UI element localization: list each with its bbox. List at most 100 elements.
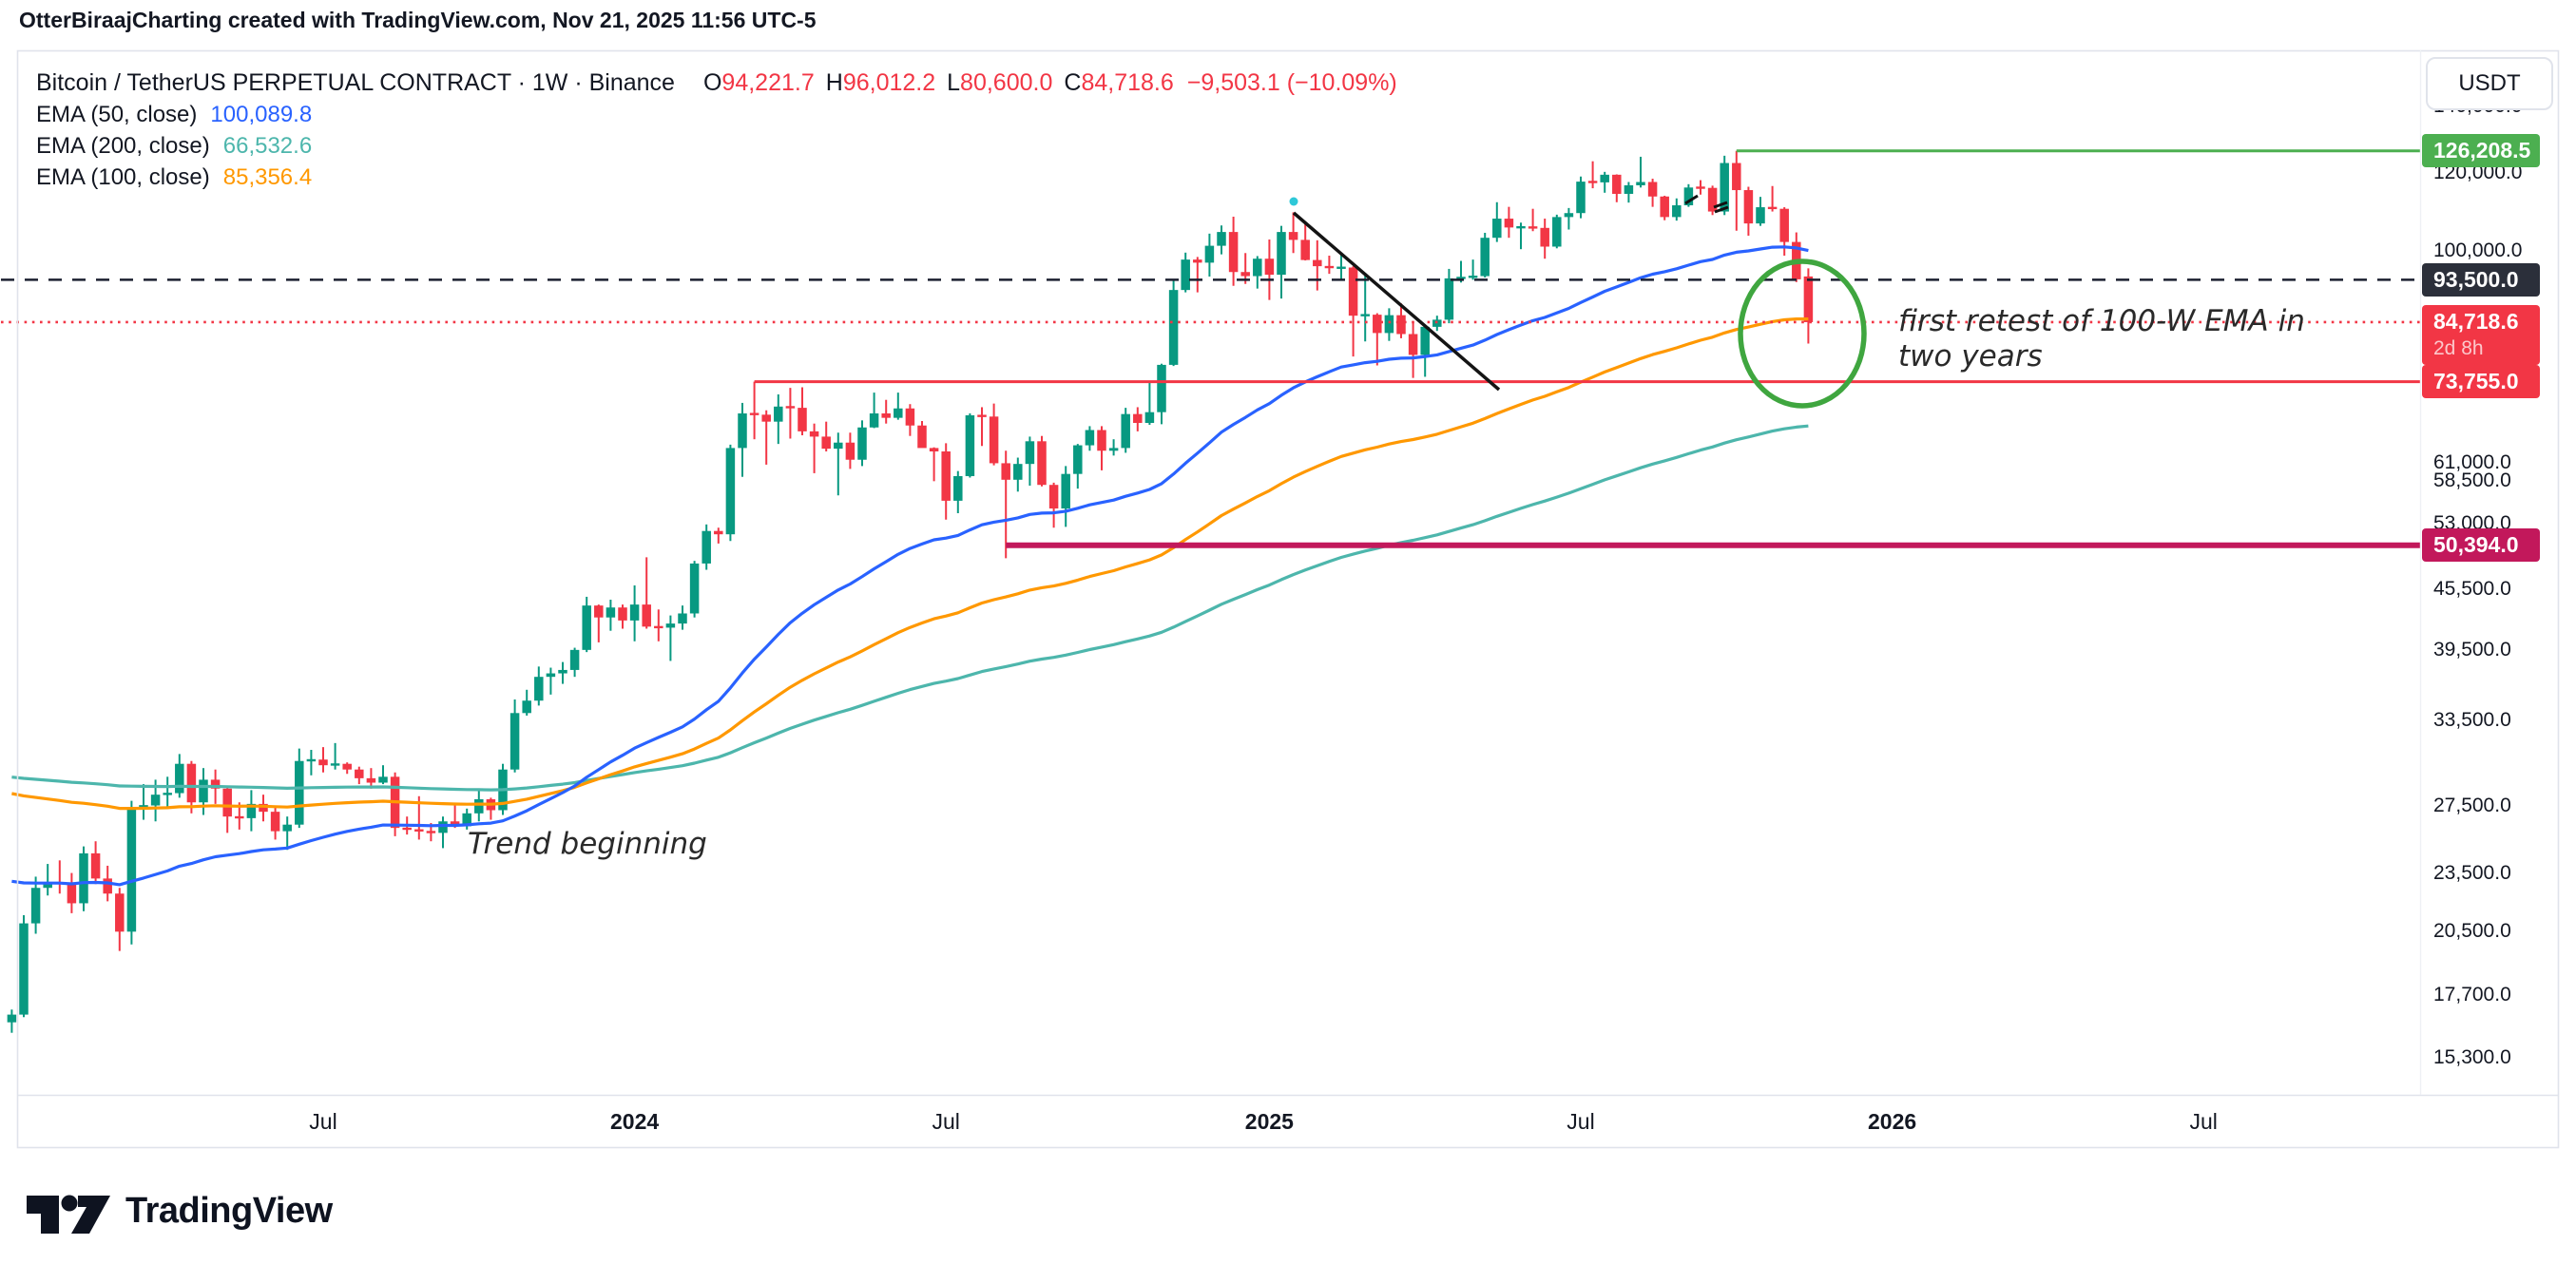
ema-retest-circle[interactable] — [1738, 259, 1867, 409]
candle-body — [1288, 232, 1298, 240]
candle-body — [1157, 364, 1166, 412]
candle-body — [1144, 412, 1155, 424]
candle-body — [438, 821, 448, 833]
candle-body — [1683, 187, 1694, 206]
price-tick: 45,500.0 — [2433, 577, 2511, 600]
candle-body — [1324, 265, 1335, 269]
open-label: O — [702, 69, 722, 96]
candle-body — [222, 788, 232, 817]
price-label-value: 73,755.0 — [2433, 369, 2519, 394]
scribble-mark — [1713, 201, 1728, 209]
candle-body — [126, 807, 137, 932]
tradingview-attribution[interactable]: TradingView — [25, 1184, 333, 1237]
candle-body — [1001, 463, 1010, 480]
candle-body — [1647, 182, 1658, 197]
candle-body — [1181, 259, 1190, 291]
candle-body — [1492, 219, 1502, 239]
ema100-value: 85,356.4 — [222, 164, 313, 190]
price-label-badge: 126,208.5 — [2422, 134, 2540, 168]
candle-body — [1013, 464, 1023, 480]
candle-body — [115, 893, 125, 932]
ema-50-line[interactable] — [11, 245, 1809, 887]
candle-body — [1564, 213, 1574, 218]
change-value: −9,503.1 (−10.09%) — [1186, 69, 1397, 96]
price-label-value: 126,208.5 — [2433, 138, 2531, 163]
candle-body — [749, 412, 759, 415]
scribble-mark — [1714, 205, 1729, 214]
candle-body — [618, 607, 627, 621]
candle-body — [1696, 186, 1705, 189]
candle-body — [1240, 272, 1250, 277]
candle-body — [1037, 441, 1047, 486]
plot-area[interactable] — [1, 149, 2420, 1033]
candle-body — [1396, 315, 1406, 335]
anchor-dot[interactable] — [1289, 197, 1298, 206]
indicator-row-ema50[interactable]: EMA (50, close) 100,089.8 — [36, 99, 1397, 130]
candle-body — [1085, 430, 1095, 446]
currency-toggle-button[interactable]: USDT — [2426, 57, 2553, 110]
candle-body — [1373, 315, 1382, 334]
ema-100-line[interactable] — [11, 317, 1809, 811]
indicator-row-ema100[interactable]: EMA (100, close) 85,356.4 — [36, 162, 1397, 193]
symbol-title[interactable]: Bitcoin / TetherUS PERPETUAL CONTRACT · … — [36, 69, 675, 96]
bar-countdown: 2d 8h — [2433, 336, 2484, 359]
ohlc-readout: O94,221.7 H96,012.2 L80,600.0 C84,718.6 −9,5… — [692, 69, 1397, 96]
price-tick: 58,500.0 — [2433, 469, 2511, 492]
candle-body — [163, 793, 172, 795]
candle-body — [282, 824, 292, 832]
candle-body — [606, 607, 616, 618]
candle-body — [1624, 184, 1634, 194]
candle-body — [67, 884, 77, 904]
candle-body — [210, 779, 221, 789]
candle-body — [522, 700, 531, 714]
time-label-month: Jul — [2189, 1109, 2218, 1134]
ema50-value: 100,089.8 — [210, 102, 313, 127]
price-label-value: 84,718.6 — [2433, 308, 2519, 334]
candle-body — [378, 776, 388, 783]
widget-border — [16, 49, 2560, 1149]
candle-body — [953, 475, 963, 501]
candle-body — [1277, 232, 1286, 276]
indicator-row-ema200[interactable]: EMA (200, close) 66,532.6 — [36, 130, 1397, 162]
price-label-badge: 93,500.0 — [2422, 262, 2540, 297]
candle-body — [1587, 181, 1598, 183]
candle-body — [1217, 232, 1226, 246]
candle-body — [725, 448, 736, 535]
ema-200-line[interactable] — [11, 424, 1809, 792]
candle-body — [1480, 238, 1490, 277]
candle-body — [594, 605, 604, 618]
descending-trendline[interactable] — [1292, 211, 1501, 392]
high-value: 96,012.2 — [842, 69, 936, 96]
candle-body — [199, 779, 208, 803]
candle-body — [1025, 441, 1035, 465]
candle-body — [1204, 245, 1215, 263]
candle-body — [1420, 326, 1430, 355]
time-label-year: 2026 — [1868, 1109, 1917, 1134]
price-label-badge: 50,394.0 — [2422, 528, 2540, 563]
time-label-year: 2024 — [610, 1109, 660, 1134]
candle-body — [270, 812, 280, 832]
candle-body — [1048, 485, 1059, 509]
candle-body — [1168, 290, 1179, 365]
annotation-trend-beginning[interactable]: Trend beginning — [468, 827, 707, 861]
candle-body — [355, 769, 364, 778]
candle-body — [474, 798, 484, 814]
candle-body — [90, 852, 101, 879]
candle-body — [1636, 182, 1645, 185]
candle-body — [1348, 267, 1358, 316]
candle-body — [1408, 334, 1418, 355]
candle-body — [798, 408, 807, 431]
candle-body — [546, 673, 556, 678]
candle-body — [1108, 448, 1119, 451]
candle-body — [929, 448, 939, 451]
close-label: C — [1064, 69, 1082, 96]
candle-body — [845, 442, 855, 460]
candle-body — [259, 803, 268, 813]
candles — [7, 150, 1814, 1033]
candle-body — [1384, 315, 1394, 334]
candle-body — [1097, 430, 1106, 451]
ema100-label: EMA (100, close) — [36, 164, 210, 190]
annotation-ema-retest[interactable]: first retest of 100-W EMA in two years — [1898, 304, 2305, 374]
